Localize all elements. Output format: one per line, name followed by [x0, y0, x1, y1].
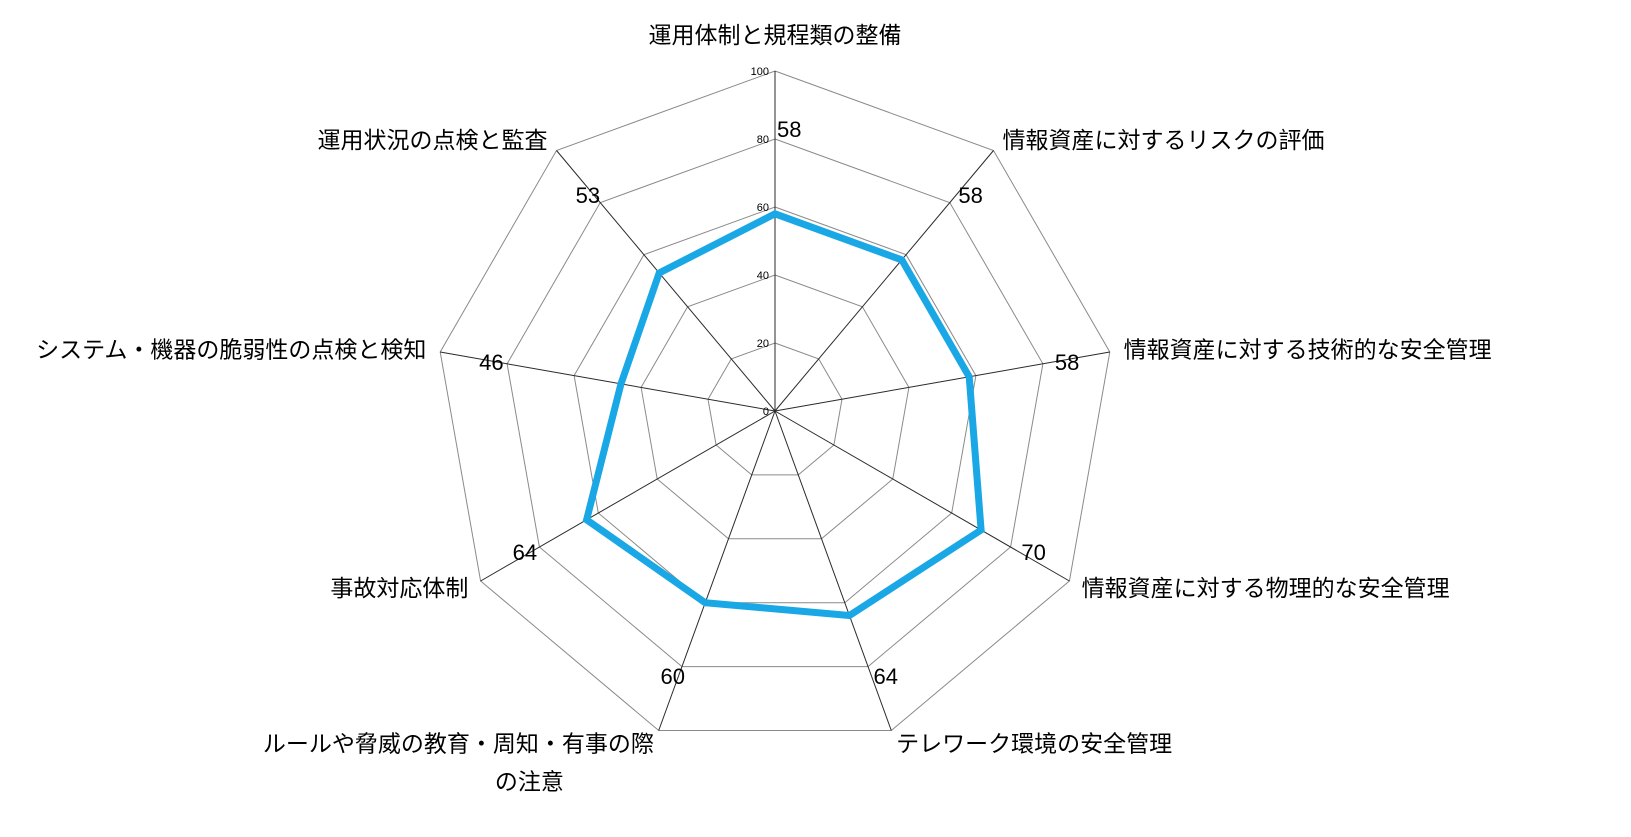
axis-category-label: 情報資産に対する物理的な安全管理	[1082, 576, 1450, 602]
data-point	[586, 519, 588, 521]
radial-tick-label: 60	[757, 202, 769, 214]
axis-category-label: テレワーク環境の安全管理	[896, 732, 1172, 758]
radial-tick-label: 20	[757, 338, 769, 350]
grid-ring	[573, 206, 977, 604]
axis-category-line: 情報資産に対する技術的な安全管理	[1124, 338, 1492, 364]
grid-ring	[640, 274, 910, 540]
axis-category-line: システム・機器の脆弱性の点検と検知	[36, 338, 426, 364]
data-point	[848, 615, 850, 616]
data-point	[968, 376, 970, 378]
data-point	[901, 259, 903, 261]
data-point	[704, 602, 706, 604]
radial-tick-label: 80	[757, 134, 769, 146]
series-polygon	[582, 209, 985, 620]
data-point	[980, 529, 982, 531]
grid-ring	[439, 70, 1111, 731]
radar-spokes	[440, 71, 1110, 731]
radial-tick-label: 0	[763, 406, 769, 418]
axis-category-line: テレワーク環境の安全管理	[896, 732, 1172, 758]
value-label: 64	[513, 540, 537, 565]
axis-category-label: ルールや脅威の教育・周知・有事の際の注意	[263, 732, 654, 796]
axis-category-line: の注意	[495, 770, 564, 796]
radial-tick-label: 100	[751, 66, 769, 78]
value-label: 58	[777, 117, 801, 142]
grid-ring	[707, 342, 843, 476]
axis-spoke	[774, 150, 994, 412]
value-label: 58	[1055, 350, 1079, 375]
value-label: 58	[958, 183, 982, 208]
axis-category-line: 情報資産に対するリスクの評価	[1003, 128, 1325, 154]
axis-category-line: 運用体制と規程類の整備	[649, 23, 902, 49]
value-label: 70	[1021, 540, 1045, 565]
axis-category-label: 情報資産に対するリスクの評価	[1003, 128, 1325, 154]
value-label: 60	[661, 664, 685, 689]
axis-labels: 運用体制と規程類の整備情報資産に対するリスクの評価情報資産に対する技術的な安全管…	[36, 23, 1492, 796]
axis-category-line: 事故対応体制	[330, 576, 468, 602]
axis-category-label: 事故対応体制	[330, 576, 468, 602]
axis-category-line: 情報資産に対する物理的な安全管理	[1082, 576, 1450, 602]
radar-grid	[439, 70, 1111, 731]
data-point	[620, 383, 622, 385]
axis-spoke	[480, 410, 776, 582]
data-point	[658, 272, 660, 274]
data-point	[774, 213, 776, 215]
axis-category-label: 情報資産に対する技術的な安全管理	[1124, 338, 1492, 364]
axis-category-label: 運用状況の点検と監査	[318, 128, 548, 154]
axis-category-label: 運用体制と規程類の整備	[649, 23, 902, 49]
axis-spoke	[774, 351, 1110, 412]
axis-spoke	[774, 410, 892, 731]
grid-ring	[506, 138, 1044, 668]
axis-spoke	[440, 351, 776, 412]
value-label: 53	[576, 183, 600, 208]
value-label: 64	[874, 664, 898, 689]
axis-category-line: 運用状況の点検と監査	[318, 128, 548, 154]
radial-tick-label: 40	[757, 270, 769, 282]
axis-spoke	[658, 410, 776, 731]
axis-category-label: システム・機器の脆弱性の点検と検知	[36, 338, 426, 364]
value-label: 46	[479, 350, 503, 375]
axis-spoke	[556, 150, 776, 412]
axis-category-line: ルールや脅威の教育・周知・有事の際	[263, 732, 654, 758]
series-layer	[582, 209, 985, 620]
value-labels: 58 58 58 70 64 60 64 46 53	[479, 117, 1079, 689]
radial-tick-labels: 0 20 40 60 80 100	[751, 66, 769, 418]
axis-spoke	[774, 410, 1070, 582]
